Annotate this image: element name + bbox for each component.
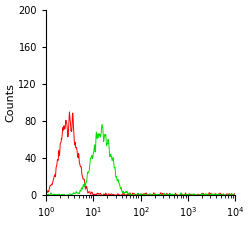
Y-axis label: Counts: Counts [6, 83, 16, 122]
